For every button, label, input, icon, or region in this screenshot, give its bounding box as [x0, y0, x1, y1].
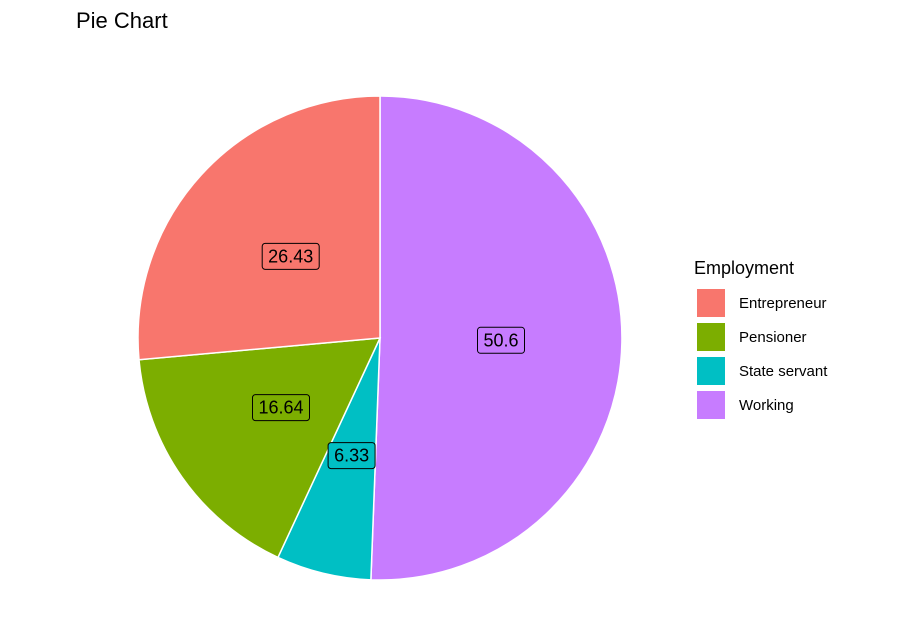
- legend-swatch-pensioner: [697, 323, 725, 351]
- data-label-box-entrepreneur: [261, 242, 320, 270]
- legend-swatch-working: [697, 391, 725, 419]
- data-label-box-working: [477, 326, 525, 354]
- legend-label-state-servant: State servant: [739, 363, 828, 380]
- pie-slice-entrepreneur: [137, 95, 381, 361]
- data-label-pensioner: 16.64: [252, 394, 310, 422]
- data-label-entrepreneur: 26.43: [261, 242, 320, 270]
- legend-label-pensioner: Pensioner: [739, 329, 807, 346]
- chart-title: Pie Chart: [76, 8, 168, 33]
- pie-slices: [137, 95, 623, 581]
- pie-data-labels: 26.43 16.64 6.33 50.6: [252, 242, 525, 470]
- data-label-box-pensioner: [252, 394, 310, 422]
- legend-title: Employment: [694, 258, 794, 278]
- data-label-box-state-servant: [327, 442, 376, 470]
- data-label-text-pensioner: 16.64: [258, 398, 303, 418]
- data-label-text-entrepreneur: 26.43: [268, 246, 313, 266]
- legend: Employment Entrepreneur Pensioner State se…: [694, 258, 828, 419]
- data-label-text-working: 50.6: [483, 330, 518, 350]
- legend-label-entrepreneur: Entrepreneur: [739, 295, 827, 312]
- legend-label-working: Working: [739, 397, 794, 414]
- legend-swatch-entrepreneur: [697, 289, 725, 317]
- legend-swatch-state-servant: [697, 357, 725, 385]
- pie-slice-pensioner: [138, 337, 382, 559]
- data-label-text-state-servant: 6.33: [334, 446, 369, 466]
- data-label-working: 50.6: [477, 326, 525, 354]
- data-label-state-servant: 6.33: [327, 442, 376, 470]
